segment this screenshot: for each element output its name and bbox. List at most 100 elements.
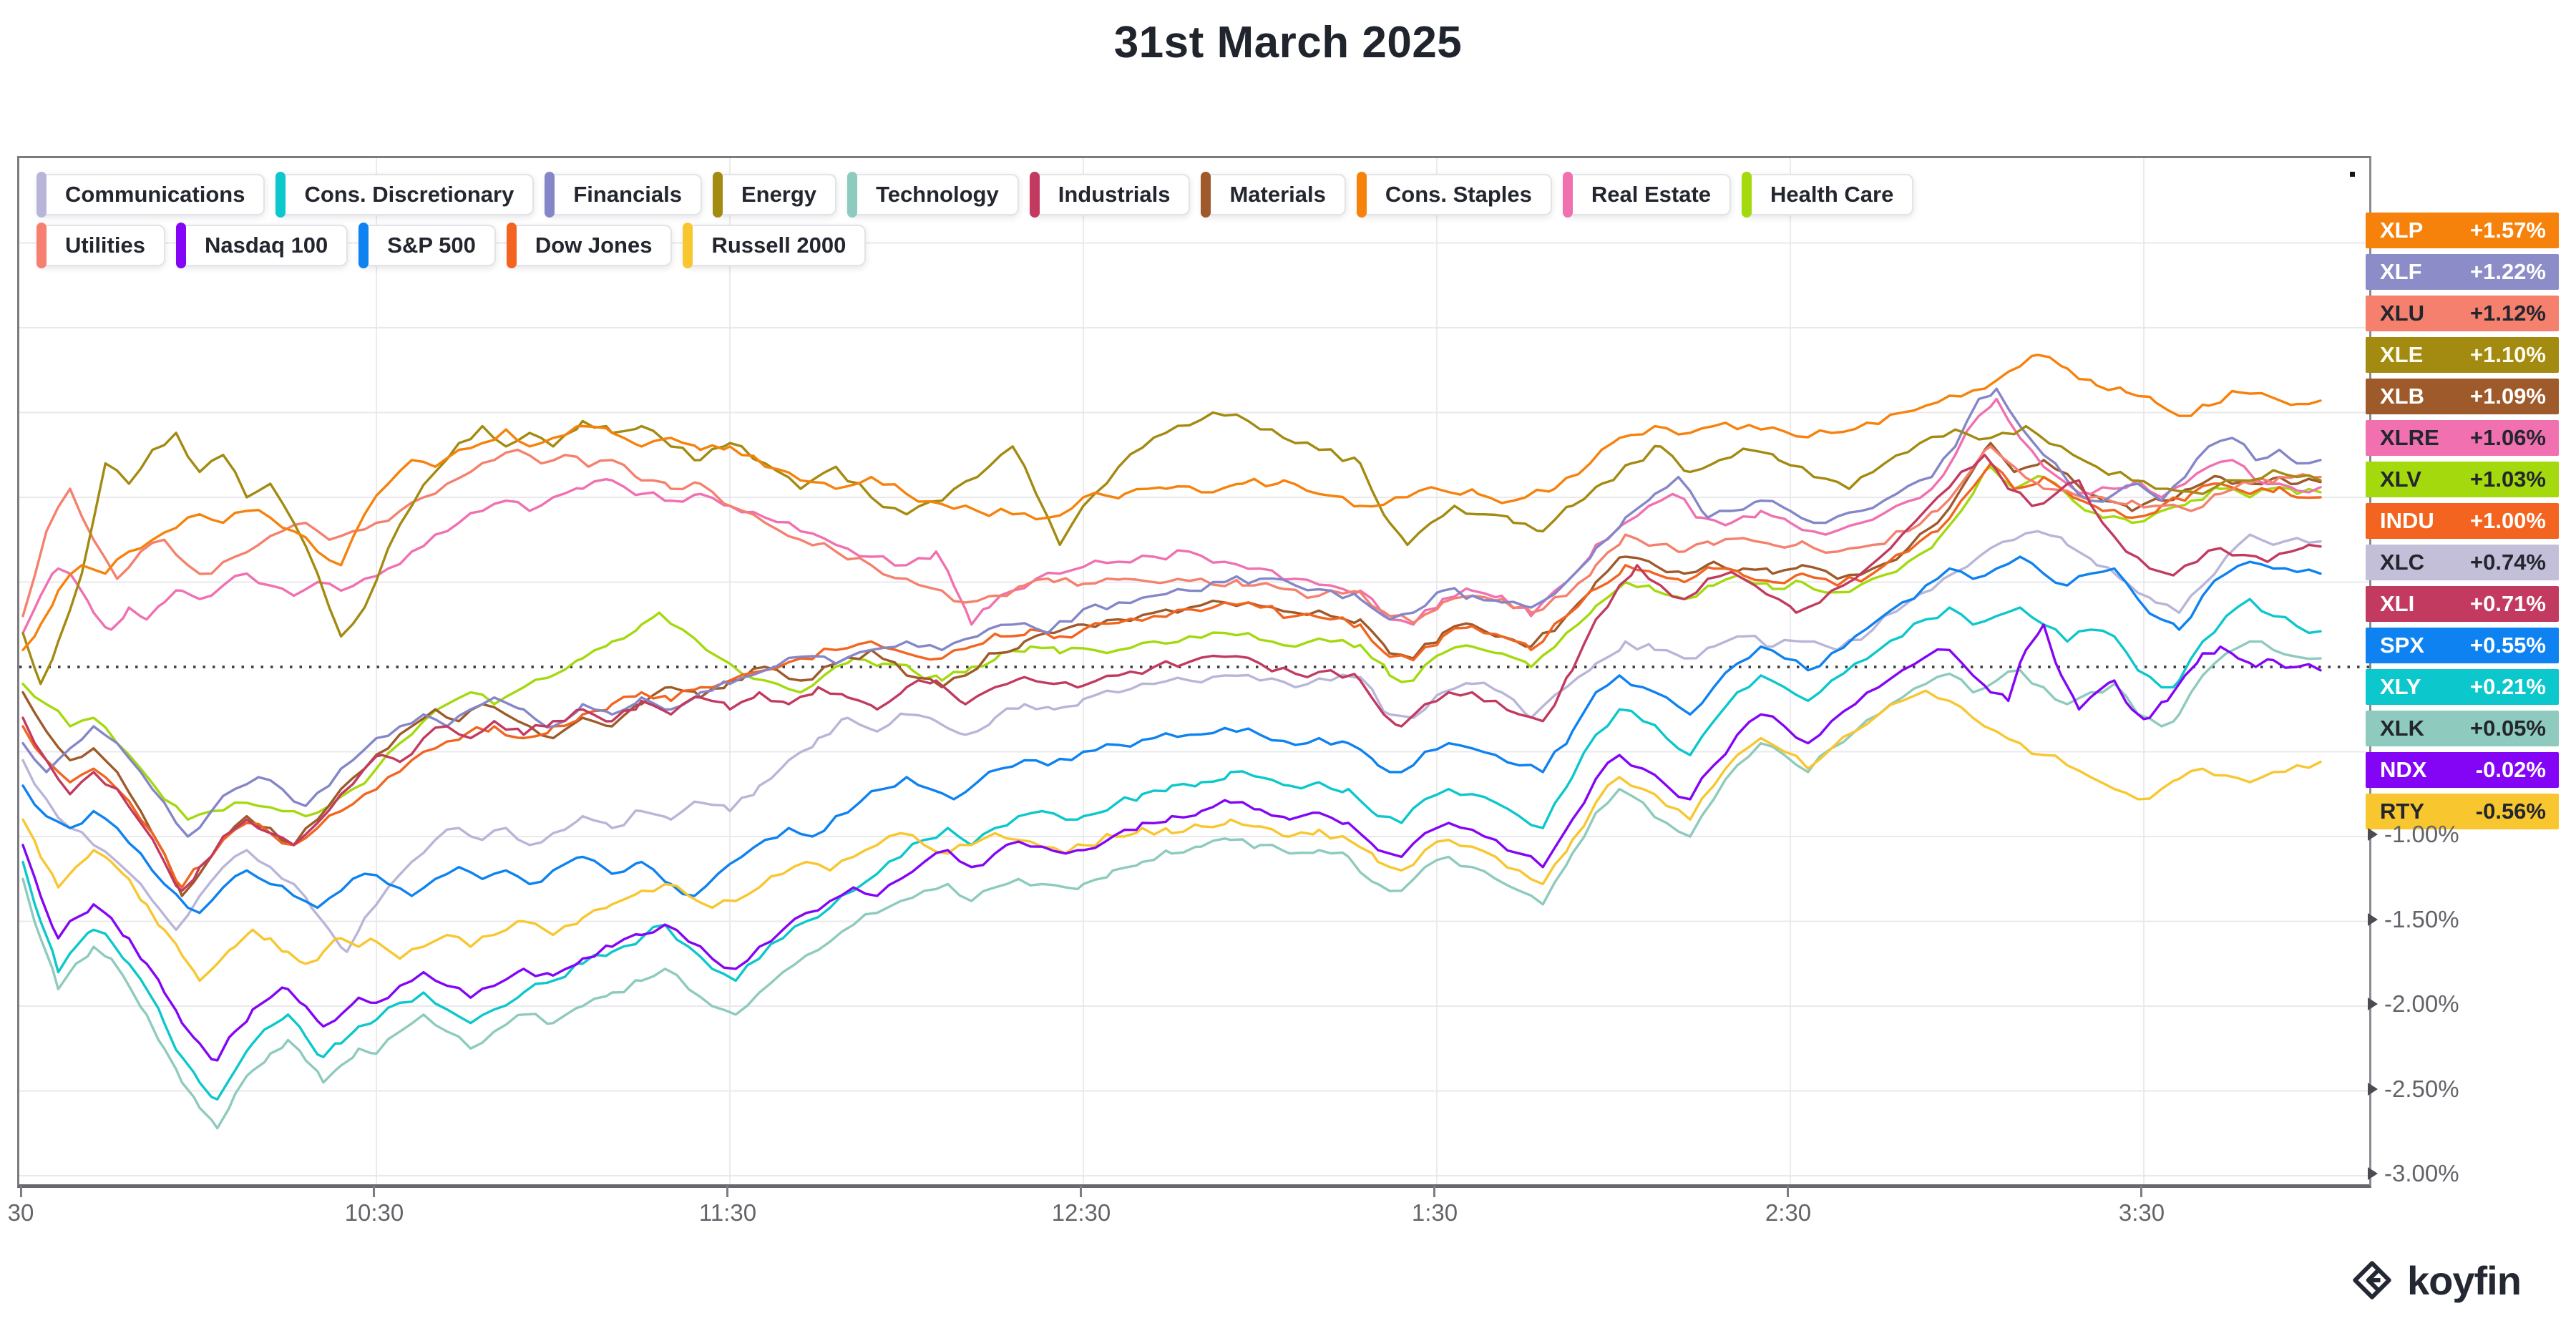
legend-color-bar: [506, 223, 517, 268]
series-line-NDX: [21, 623, 2322, 1062]
legend-color-bar: [847, 172, 858, 218]
koyfin-watermark: koyfin: [2348, 1257, 2522, 1304]
y-axis-label: -1.00%: [2384, 821, 2459, 847]
series-line-XLB: [21, 442, 2322, 897]
legend-color-bar: [175, 223, 186, 268]
legend-chip-RTY[interactable]: Russell 2000: [683, 223, 867, 268]
series-line-INDU: [21, 462, 2322, 889]
x-axis-label: 10:30: [344, 1199, 404, 1226]
ticker-change-panel: XLP +1.57% XLF +1.22% XLU +1.12% XLE +1.10% XLB +…: [2366, 213, 2559, 829]
series-line-XLF: [21, 387, 2322, 838]
legend-chip-INDU[interactable]: Dow Jones: [506, 223, 673, 268]
series-line-XLRE: [21, 397, 2322, 635]
legend-label: Cons. Discretionary: [304, 182, 514, 207]
legend-label: Russell 2000: [711, 233, 847, 258]
series-line-RTY: [21, 689, 2322, 983]
ticker-symbol: XLU: [2380, 301, 2424, 326]
chart-plot-area[interactable]: Communications Cons. Discretionary Financi…: [17, 156, 2371, 1188]
y-axis-tick-arrow: [2368, 1082, 2378, 1096]
legend-color-bar: [683, 223, 693, 268]
ticker-chip-XLB[interactable]: XLB +1.09%: [2366, 379, 2559, 414]
legend-chip-XLRE[interactable]: Real Estate: [1562, 172, 1732, 218]
ticker-chip-XLRE[interactable]: XLRE +1.06%: [2366, 420, 2559, 456]
ticker-change: +1.22%: [2469, 259, 2546, 284]
x-axis-label: 3:30: [2118, 1199, 2165, 1226]
ticker-change: -0.02%: [2475, 757, 2546, 782]
ticker-change: +1.10%: [2469, 342, 2546, 367]
series-line-XLI: [21, 454, 2322, 892]
cursor-dot: [2350, 172, 2355, 177]
ticker-symbol: NDX: [2380, 757, 2427, 782]
series-line-XLE: [21, 411, 2322, 686]
legend-label: Materials: [1229, 182, 1326, 207]
ticker-chip-SPX[interactable]: SPX +0.55%: [2366, 628, 2559, 663]
x-axis-tick: [726, 1186, 729, 1197]
legend-color-bar: [275, 172, 286, 218]
ticker-symbol: SPX: [2380, 633, 2425, 658]
legend-label: Industrials: [1058, 182, 1171, 207]
ticker-change: +1.09%: [2469, 384, 2546, 409]
ticker-change: +0.05%: [2469, 716, 2546, 741]
ticker-chip-RTY[interactable]: RTY -0.56%: [2366, 794, 2559, 829]
legend-chip-XLE[interactable]: Energy: [712, 172, 837, 218]
page-title: 31st March 2025: [1113, 18, 1463, 67]
ticker-chip-XLE[interactable]: XLE +1.10%: [2366, 337, 2559, 373]
ticker-chip-XLI[interactable]: XLI +0.71%: [2366, 586, 2559, 622]
legend-color-bar: [1356, 172, 1367, 218]
legend-label: Dow Jones: [535, 233, 653, 258]
ticker-change: -0.56%: [2475, 799, 2546, 824]
series-line-SPX: [21, 555, 2322, 915]
series-line-XLY: [21, 598, 2322, 1101]
ticker-chip-XLK[interactable]: XLK +0.05%: [2366, 711, 2559, 746]
series-line-XLP: [21, 354, 2322, 651]
ticker-symbol: XLC: [2380, 550, 2424, 575]
series-line-XLU: [21, 445, 2322, 625]
legend-chip-XLP[interactable]: Cons. Staples: [1356, 172, 1552, 218]
ticker-chip-XLF[interactable]: XLF +1.22%: [2366, 254, 2559, 290]
ticker-chip-XLV[interactable]: XLV +1.03%: [2366, 462, 2559, 497]
y-axis-label: -1.50%: [2384, 905, 2459, 932]
series-line-XLK: [21, 640, 2322, 1130]
ticker-change: +0.71%: [2469, 591, 2546, 616]
legend-row: Communications Cons. Discretionary Financi…: [36, 172, 1914, 218]
legend-chip-NDX[interactable]: Nasdaq 100: [175, 223, 348, 268]
ticker-symbol: XLV: [2380, 467, 2421, 492]
legend-chip-XLU[interactable]: Utilities: [36, 223, 165, 268]
legend-chip-XLY[interactable]: Cons. Discretionary: [275, 172, 535, 218]
legend-label: Nasdaq 100: [204, 233, 328, 258]
legend-chip-XLV[interactable]: Health Care: [1742, 172, 1914, 218]
ticker-chip-NDX[interactable]: NDX -0.02%: [2366, 752, 2559, 788]
ticker-symbol: XLRE: [2380, 425, 2439, 450]
ticker-symbol: INDU: [2380, 508, 2434, 533]
legend-color-bar: [36, 223, 47, 268]
x-axis-tick: [373, 1186, 376, 1197]
x-axis-label: 12:30: [1051, 1199, 1111, 1226]
legend-chip-XLC[interactable]: Communications: [36, 172, 265, 218]
x-axis-tick: [19, 1186, 22, 1197]
legend-label: Technology: [876, 182, 999, 207]
ticker-chip-XLU[interactable]: XLU +1.12%: [2366, 296, 2559, 331]
legend-chip-XLF[interactable]: Financials: [545, 172, 702, 218]
y-axis-label: -3.00%: [2384, 1160, 2459, 1186]
legend-label: Utilities: [65, 233, 145, 258]
legend-color-bar: [36, 172, 47, 218]
ticker-change: +0.21%: [2469, 674, 2546, 699]
ticker-chip-XLP[interactable]: XLP +1.57%: [2366, 213, 2559, 248]
ticker-chip-XLY[interactable]: XLY +0.21%: [2366, 669, 2559, 705]
x-axis-tick: [2140, 1186, 2143, 1197]
legend-chip-XLB[interactable]: Materials: [1201, 172, 1346, 218]
x-axis-label: 1:30: [1411, 1199, 1458, 1226]
legend-label: Cons. Staples: [1385, 182, 1532, 207]
legend-color-bar: [1562, 172, 1573, 218]
ticker-chip-INDU[interactable]: INDU +1.00%: [2366, 503, 2559, 539]
legend-chip-XLI[interactable]: Industrials: [1029, 172, 1191, 218]
y-axis-tick-arrow: [2368, 998, 2378, 1010]
x-axis-label: 11:30: [698, 1199, 757, 1226]
legend-chip-SPX[interactable]: S&P 500: [358, 223, 496, 268]
legend-label: S&P 500: [387, 233, 476, 258]
y-axis-tick-arrow: [2368, 828, 2378, 841]
koyfin-logo-text: koyfin: [2407, 1257, 2522, 1303]
ticker-chip-XLC[interactable]: XLC +0.74%: [2366, 545, 2559, 580]
legend-chip-XLK[interactable]: Technology: [847, 172, 1019, 218]
